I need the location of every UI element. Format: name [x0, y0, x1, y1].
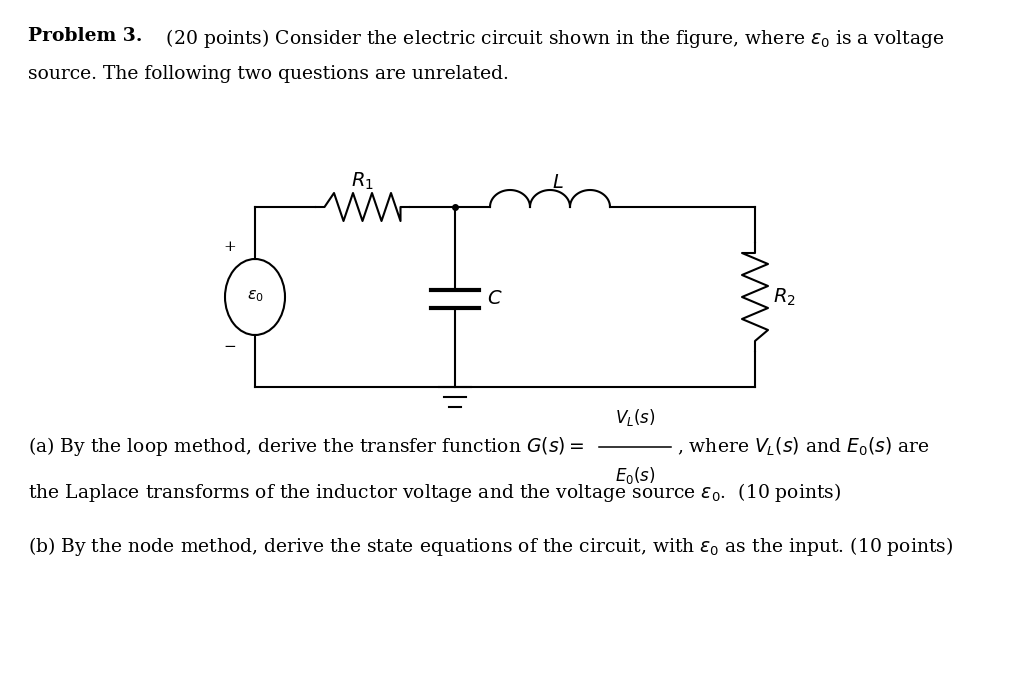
- Text: Problem 3.: Problem 3.: [28, 27, 142, 45]
- Text: the Laplace transforms of the inductor voltage and the voltage source $\varepsil: the Laplace transforms of the inductor v…: [28, 480, 842, 504]
- Text: $\varepsilon_0$: $\varepsilon_0$: [247, 287, 263, 304]
- Text: $V_L(s)$: $V_L(s)$: [614, 408, 655, 428]
- Text: −: −: [223, 340, 237, 354]
- Text: $L$: $L$: [552, 174, 564, 192]
- Text: source. The following two questions are unrelated.: source. The following two questions are …: [28, 65, 509, 83]
- Text: $R_1$: $R_1$: [351, 171, 374, 192]
- Text: (b) By the node method, derive the state equations of the circuit, with $\vareps: (b) By the node method, derive the state…: [28, 536, 953, 558]
- Text: (a) By the loop method, derive the transfer function $G(s)=$: (a) By the loop method, derive the trans…: [28, 435, 585, 459]
- Text: $E_0(s)$: $E_0(s)$: [614, 466, 655, 486]
- Text: (20 points) Consider the electric circuit shown in the figure, where $\varepsilo: (20 points) Consider the electric circui…: [160, 27, 944, 50]
- Text: +: +: [223, 240, 237, 254]
- Text: $C$: $C$: [487, 290, 503, 308]
- Text: , where $V_L(s)$ and $E_0(s)$ are: , where $V_L(s)$ and $E_0(s)$ are: [677, 436, 930, 458]
- Text: $R_2$: $R_2$: [773, 286, 796, 308]
